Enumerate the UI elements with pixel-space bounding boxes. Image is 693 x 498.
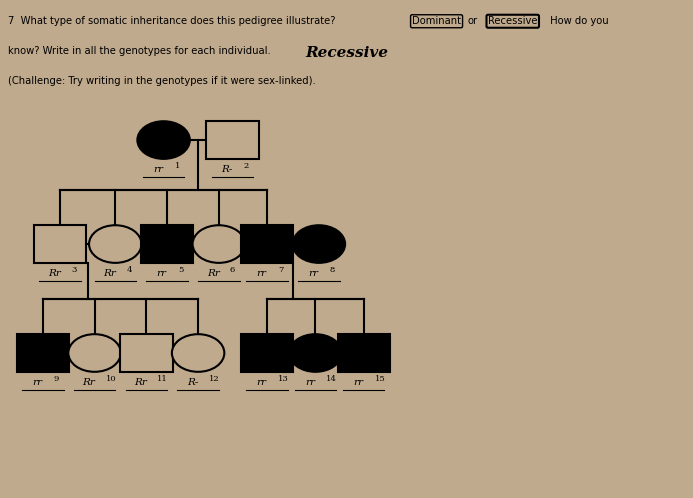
Text: R-: R- <box>187 378 198 387</box>
Text: 9: 9 <box>54 375 59 383</box>
Circle shape <box>172 334 225 372</box>
Bar <box>141 225 193 263</box>
Text: Dominant: Dominant <box>412 16 461 26</box>
Text: How do you: How do you <box>547 16 608 26</box>
Circle shape <box>292 225 345 263</box>
Text: Rr: Rr <box>48 269 61 278</box>
Circle shape <box>137 121 190 159</box>
Bar <box>34 225 87 263</box>
Bar <box>17 334 69 372</box>
Bar <box>120 334 173 372</box>
Circle shape <box>89 225 141 263</box>
Text: rr: rr <box>308 269 318 278</box>
Text: Recessive: Recessive <box>305 46 388 60</box>
Bar <box>241 334 293 372</box>
Text: rr: rr <box>153 165 163 174</box>
Bar <box>207 121 259 159</box>
Text: Rr: Rr <box>207 269 220 278</box>
Text: R-: R- <box>221 165 233 174</box>
Text: 14: 14 <box>326 375 337 383</box>
Bar <box>337 334 390 372</box>
Text: 1: 1 <box>175 162 180 170</box>
Bar <box>241 225 293 263</box>
Text: 8: 8 <box>330 266 335 274</box>
Text: 5: 5 <box>178 266 184 274</box>
Text: 3: 3 <box>71 266 76 274</box>
Text: rr: rr <box>256 378 267 387</box>
Text: 7: 7 <box>278 266 283 274</box>
Circle shape <box>69 334 121 372</box>
Text: rr: rr <box>353 378 363 387</box>
Text: 13: 13 <box>278 375 289 383</box>
Text: 12: 12 <box>209 375 220 383</box>
Circle shape <box>289 334 342 372</box>
Text: rr: rr <box>157 269 166 278</box>
Text: 7  What type of somatic inheritance does this pedigree illustrate?: 7 What type of somatic inheritance does … <box>8 16 336 26</box>
Text: know? Write in all the genotypes for each individual.: know? Write in all the genotypes for eac… <box>8 46 271 56</box>
Text: Rr: Rr <box>103 269 116 278</box>
Text: rr: rr <box>33 378 42 387</box>
Text: 6: 6 <box>230 266 235 274</box>
Text: rr: rr <box>305 378 315 387</box>
Text: or: or <box>467 16 477 26</box>
Text: Recessive: Recessive <box>488 16 538 26</box>
Text: (Challenge: Try writing in the genotypes if it were sex-linked).: (Challenge: Try writing in the genotypes… <box>8 76 316 86</box>
Text: 4: 4 <box>126 266 132 274</box>
Text: 15: 15 <box>375 375 385 383</box>
Text: 11: 11 <box>157 375 168 383</box>
Text: 2: 2 <box>244 162 249 170</box>
Circle shape <box>193 225 245 263</box>
Text: 10: 10 <box>105 375 116 383</box>
Text: Rr: Rr <box>82 378 96 387</box>
Text: rr: rr <box>256 269 267 278</box>
Text: Rr: Rr <box>134 378 147 387</box>
